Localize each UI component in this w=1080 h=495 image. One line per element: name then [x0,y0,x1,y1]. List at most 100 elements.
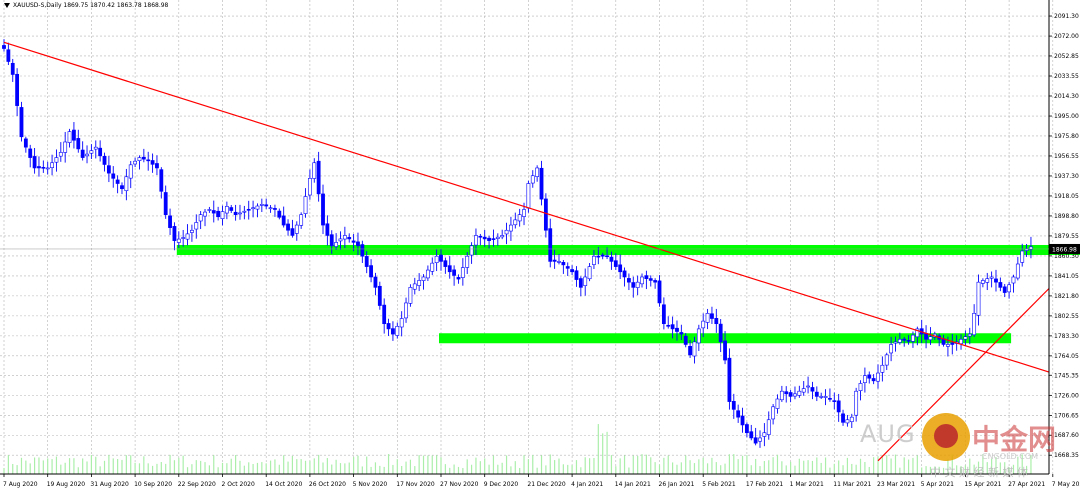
candle[interactable] [115,175,120,194]
candle[interactable] [587,263,592,282]
candle[interactable] [334,233,339,250]
candle[interactable] [661,297,666,330]
candle[interactable] [600,252,605,260]
candle[interactable] [618,254,623,280]
candle[interactable] [360,240,365,263]
candle[interactable] [570,265,575,276]
candle[interactable] [810,381,815,400]
candle[interactable] [338,231,343,250]
candle[interactable] [736,404,741,423]
candle[interactable] [54,149,59,172]
candle[interactable] [80,141,85,161]
candle[interactable] [779,385,784,402]
candle[interactable] [242,205,247,220]
candle[interactable] [98,140,103,162]
candle[interactable] [731,393,736,419]
candle[interactable] [723,331,727,365]
candle[interactable] [845,414,850,427]
candle[interactable] [67,128,72,148]
candle[interactable] [251,200,255,218]
candle[interactable] [255,203,260,218]
candle[interactable] [264,198,269,210]
candle[interactable] [906,335,911,345]
candle[interactable] [696,324,701,351]
candle[interactable] [578,276,583,297]
candle[interactable] [303,188,308,218]
candle[interactable] [452,265,457,286]
candle[interactable] [749,424,754,441]
candle[interactable] [417,273,422,292]
candle[interactable] [862,367,867,393]
candle[interactable] [124,168,129,201]
candle[interactable] [727,348,732,410]
candle[interactable] [561,259,566,274]
candle[interactable] [399,311,404,337]
candle[interactable] [447,256,452,279]
candle[interactable] [718,319,723,353]
candle[interactable] [771,403,776,425]
candle[interactable] [163,185,168,219]
candle[interactable] [828,388,832,402]
candle[interactable] [408,284,413,307]
candle[interactable] [583,268,588,296]
candle[interactable] [823,389,828,406]
candle[interactable] [980,278,985,288]
candle[interactable] [640,273,644,288]
candle[interactable] [224,201,229,220]
candle[interactable] [229,204,234,213]
candle[interactable] [871,374,876,385]
candle[interactable] [592,250,596,269]
candle[interactable] [963,330,968,347]
candle[interactable] [797,385,802,398]
candle[interactable] [657,275,662,307]
candle[interactable] [19,101,24,142]
candle[interactable] [6,42,11,66]
candle[interactable] [889,336,894,362]
candle[interactable] [513,212,518,229]
candle[interactable] [382,298,387,334]
candle[interactable] [1002,283,1007,298]
candle[interactable] [753,427,758,446]
candle[interactable] [714,308,719,333]
candle[interactable] [928,327,933,345]
candle[interactable] [806,376,810,394]
candle[interactable] [290,219,295,238]
candle[interactable] [635,275,640,296]
candle[interactable] [369,259,373,283]
candle[interactable] [950,333,955,355]
candle[interactable] [294,221,299,241]
candle[interactable] [329,230,334,254]
candle[interactable] [10,58,15,82]
candle[interactable] [150,153,155,173]
candle[interactable] [574,266,579,287]
candle[interactable] [679,324,684,341]
candle[interactable] [133,157,138,168]
candle[interactable] [176,231,181,248]
candle[interactable] [28,144,33,168]
candle[interactable] [198,211,203,230]
candle[interactable] [666,316,671,329]
candle[interactable] [460,258,465,286]
candle[interactable] [63,131,68,163]
candle[interactable] [710,306,714,324]
candle[interactable] [141,148,146,163]
candle[interactable] [391,321,395,341]
candle[interactable] [530,170,535,188]
candle[interactable] [858,380,863,401]
candle[interactable] [93,140,98,159]
candle[interactable] [321,184,325,234]
candle[interactable] [841,409,845,426]
candle[interactable] [653,278,658,289]
candle[interactable] [775,394,780,414]
candle[interactable] [342,226,347,249]
candle[interactable] [277,208,282,220]
candle[interactable] [915,326,920,346]
candle[interactable] [41,160,46,173]
candle[interactable] [814,386,819,402]
candle[interactable] [849,413,854,429]
candle[interactable] [434,249,439,272]
candle[interactable] [819,392,824,399]
candle[interactable] [609,251,614,270]
candle[interactable] [85,145,89,164]
candle[interactable] [784,386,789,403]
